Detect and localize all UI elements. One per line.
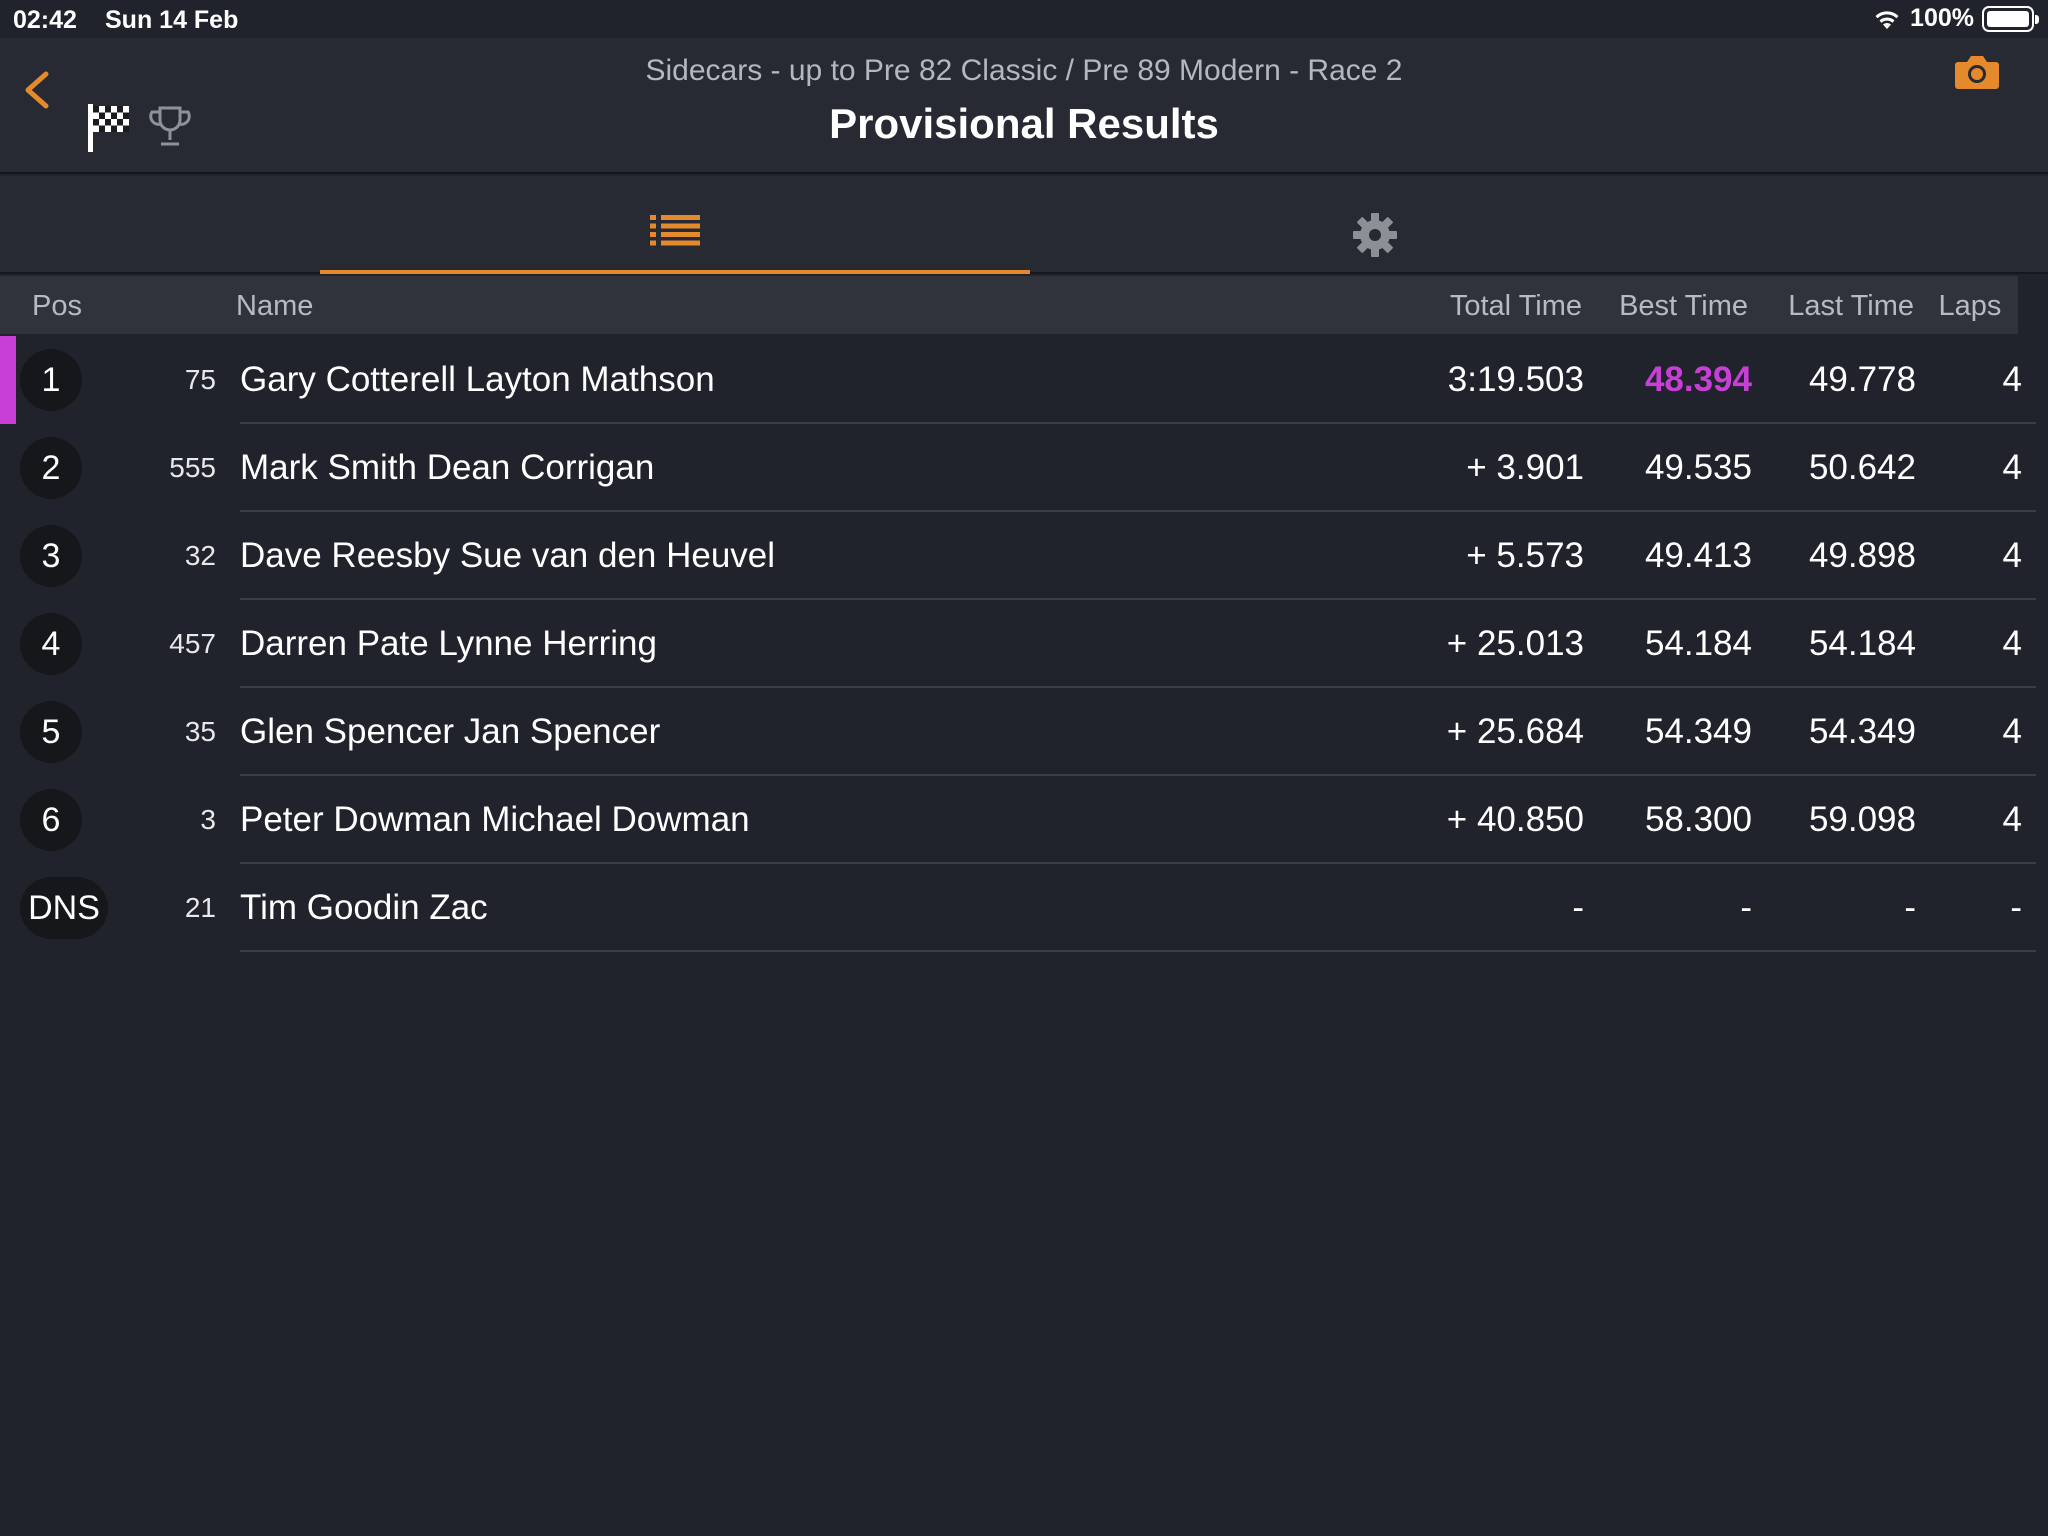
status-time: 02:42: [13, 6, 77, 34]
position-badge: 4: [20, 613, 82, 675]
laps: -: [2010, 888, 2022, 927]
laps: 4: [2002, 448, 2022, 487]
header-pos[interactable]: Pos: [32, 290, 82, 322]
competitor-name: Tim Goodin Zac: [240, 888, 488, 927]
status-date: Sun 14 Feb: [105, 6, 239, 34]
best-time: 49.535: [1644, 448, 1752, 487]
table-row[interactable]: 1 75 Gary Cotterell Layton Mathson 3:19.…: [0, 336, 2048, 424]
race-number: 35: [184, 716, 216, 747]
total-time: + 3.901: [1466, 448, 1584, 487]
last-time: 49.898: [1808, 536, 1916, 575]
race-number: 32: [184, 540, 216, 571]
total-time: + 5.573: [1466, 536, 1584, 575]
total-time: + 40.850: [1446, 800, 1584, 839]
total-time: 3:19.503: [1447, 360, 1584, 399]
position-badge: 1: [20, 349, 82, 411]
table-row[interactable]: 3 32 Dave Reesby Sue van den Heuvel + 5.…: [0, 512, 2048, 600]
table-row[interactable]: 4 457 Darren Pate Lynne Herring + 25.013…: [0, 600, 2048, 688]
best-time: 54.349: [1644, 712, 1752, 751]
competitor-name: Glen Spencer Jan Spencer: [240, 712, 661, 751]
competitor-name: Darren Pate Lynne Herring: [240, 624, 657, 663]
position-badge: 3: [20, 525, 82, 587]
position-badge: 2: [20, 437, 82, 499]
competitor-name: Dave Reesby Sue van den Heuvel: [240, 536, 776, 575]
last-time: 49.778: [1808, 360, 1916, 399]
camera-button[interactable]: [1954, 52, 2000, 92]
last-time: 50.642: [1808, 448, 1916, 487]
laps: 4: [2002, 624, 2022, 663]
tab-settings[interactable]: [1030, 176, 1720, 274]
page-title: Provisional Results: [829, 100, 1219, 147]
tab-bar: [0, 176, 2048, 274]
position-badge: 6: [20, 789, 82, 851]
last-time: 54.349: [1808, 712, 1916, 751]
trophy-icon[interactable]: [148, 104, 192, 150]
race-number: 555: [169, 452, 216, 483]
battery-icon: [1982, 5, 2039, 32]
competitor-name: Gary Cotterell Layton Mathson: [240, 360, 715, 399]
best-time: 54.184: [1644, 624, 1752, 663]
status-bar: 02:42 Sun 14 Feb 100%: [0, 0, 2048, 38]
best-time: 49.413: [1644, 536, 1752, 575]
best-time: -: [1740, 888, 1752, 927]
race-number: 75: [184, 364, 216, 395]
table-row[interactable]: DNS 21 Tim Goodin Zac - - - -: [0, 864, 2048, 952]
competitor-name: Peter Dowman Michael Dowman: [240, 800, 750, 839]
chevron-left-icon: [25, 71, 49, 109]
battery-percent: 100%: [1910, 4, 1974, 32]
tab-results-list[interactable]: [320, 176, 1030, 274]
list-icon: [650, 215, 700, 246]
best-time: 48.394: [1644, 360, 1752, 399]
position-badge: DNS: [20, 877, 108, 939]
table-row[interactable]: 2 555 Mark Smith Dean Corrigan + 3.901 4…: [0, 424, 2048, 512]
header-total-time[interactable]: Total Time: [1449, 290, 1582, 322]
laps: 4: [2002, 800, 2022, 839]
header-last-time[interactable]: Last Time: [1788, 290, 1914, 322]
laps: 4: [2002, 360, 2022, 399]
best-time: 58.300: [1644, 800, 1752, 839]
back-button[interactable]: [18, 60, 58, 120]
results-table-body: 1 75 Gary Cotterell Layton Mathson 3:19.…: [0, 336, 2048, 952]
wifi-icon: [1875, 10, 1899, 29]
last-time: -: [1904, 888, 1916, 927]
last-time: 54.184: [1808, 624, 1916, 663]
laps: 4: [2002, 536, 2022, 575]
table-row[interactable]: 6 3 Peter Dowman Michael Dowman + 40.850…: [0, 776, 2048, 864]
header-name[interactable]: Name: [236, 290, 314, 322]
camera-icon: [1955, 56, 1999, 89]
header-best-time[interactable]: Best Time: [1619, 290, 1748, 322]
table-row[interactable]: 5 35 Glen Spencer Jan Spencer + 25.684 5…: [0, 688, 2048, 776]
last-time: 59.098: [1808, 800, 1916, 839]
laps: 4: [2002, 712, 2022, 751]
checkered-flag-icon[interactable]: [86, 102, 132, 154]
race-subtitle: Sidecars - up to Pre 82 Classic / Pre 89…: [645, 54, 1403, 87]
leader-indicator: [0, 336, 16, 424]
race-number: 21: [184, 892, 216, 923]
results-table-header: Pos Name Total Time Best Time Last Time …: [0, 276, 2018, 334]
total-time: + 25.013: [1446, 624, 1584, 663]
race-number: 457: [169, 628, 216, 659]
competitor-name: Mark Smith Dean Corrigan: [240, 448, 655, 487]
header-laps[interactable]: Laps: [1938, 290, 2002, 322]
total-time: + 25.684: [1446, 712, 1584, 751]
gear-icon: [1353, 213, 1397, 257]
status-right: 100%: [1872, 4, 2039, 33]
total-time: -: [1572, 888, 1584, 927]
race-number: 3: [200, 804, 216, 835]
position-badge: 5: [20, 701, 82, 763]
header: Sidecars - up to Pre 82 Classic / Pre 89…: [0, 38, 2048, 174]
